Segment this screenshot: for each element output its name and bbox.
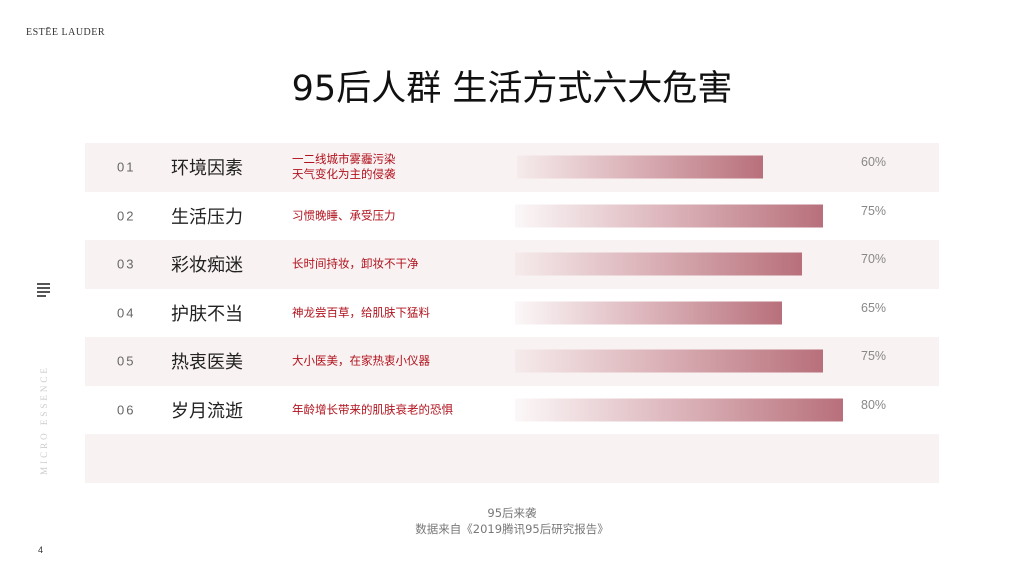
bar — [515, 301, 782, 325]
category-label: 彩妆痴迷 — [171, 255, 243, 277]
category-description: 神龙尝百草，给肌肤下猛料 — [292, 305, 492, 320]
category-label: 护肤不当 — [171, 303, 243, 325]
category-description: 习惯晚睡、承受压力 — [292, 208, 492, 223]
value-label: 75% — [861, 203, 887, 218]
bar — [515, 204, 823, 228]
chart-row: 06 岁月流逝 年龄增长带来的肌肤衰老的恐惧 80% — [85, 386, 939, 435]
description-line: 习惯晚睡、承受压力 — [292, 208, 396, 223]
category-label: 热衷医美 — [171, 352, 243, 374]
value-label: 65% — [861, 300, 887, 315]
chart-row: 04 护肤不当 神龙尝百草，给肌肤下猛料 65% — [85, 289, 939, 338]
description-line: 天气变化为主的侵袭 — [292, 167, 396, 182]
value-label: 75% — [861, 349, 887, 363]
side-watermark-text: MICRO ESSENCE — [39, 365, 49, 475]
source-title: 95后来袭 — [487, 506, 537, 520]
category-label: 环境因素 — [171, 158, 243, 180]
description-line: 大小医美，在家热衷小仪器 — [292, 353, 430, 368]
row-number: 04 — [117, 305, 136, 321]
category-description: 一二线城市雾霾污染 天气变化为主的侵袭 — [292, 152, 492, 182]
category-description: 长时间持妆，卸妆不干净 — [292, 257, 492, 272]
chart-row: 02 生活压力 习惯晚睡、承受压力 75% — [85, 192, 939, 241]
brand-logo: ESTĒE LAUDER — [26, 27, 106, 38]
category-label: 岁月流逝 — [171, 400, 243, 422]
category-description: 大小医美，在家热衷小仪器 — [292, 354, 492, 369]
value-label: 70% — [861, 252, 887, 266]
chart-row: 03 彩妆痴迷 长时间持妆，卸妆不干净 70% — [85, 240, 939, 289]
row-number: 05 — [117, 353, 136, 369]
source-citation: 数据来自《2019腾讯95后研究报告》 — [415, 522, 609, 536]
category-description: 年龄增长带来的肌肤衰老的恐惧 — [292, 402, 492, 417]
description-line: 一二线城市雾霾污染 — [292, 152, 396, 167]
description-line: 年龄增长带来的肌肤衰老的恐惧 — [292, 402, 453, 417]
row-number: 01 — [117, 159, 136, 175]
page-title: 95后人群 生活方式六大危害 — [291, 69, 733, 109]
bar — [515, 349, 823, 373]
description-line: 长时间持妆，卸妆不干净 — [292, 256, 419, 271]
hazard-chart: 01 环境因素 一二线城市雾霾污染 天气变化为主的侵袭 60% 02 生活压力 习惯晚睡、承受… — [85, 143, 939, 483]
value-label: 60% — [861, 155, 887, 169]
value-label: 80% — [861, 397, 887, 412]
row-number: 03 — [117, 256, 136, 272]
chart-row: 01 环境因素 一二线城市雾霾污染 天气变化为主的侵袭 60% — [85, 143, 939, 192]
page-number: 4 — [38, 545, 44, 555]
row-number: 02 — [117, 208, 136, 224]
bar — [515, 252, 802, 276]
description-line: 神龙尝百草，给肌肤下猛料 — [292, 305, 430, 320]
row-number: 06 — [117, 402, 136, 418]
category-label: 生活压力 — [171, 206, 243, 228]
menu-icon[interactable] — [37, 283, 50, 297]
bar — [515, 398, 843, 422]
empty-row — [85, 434, 939, 483]
chart-row: 05 热衷医美 大小医美，在家热衷小仪器 75% — [85, 337, 939, 386]
bar — [517, 155, 763, 179]
